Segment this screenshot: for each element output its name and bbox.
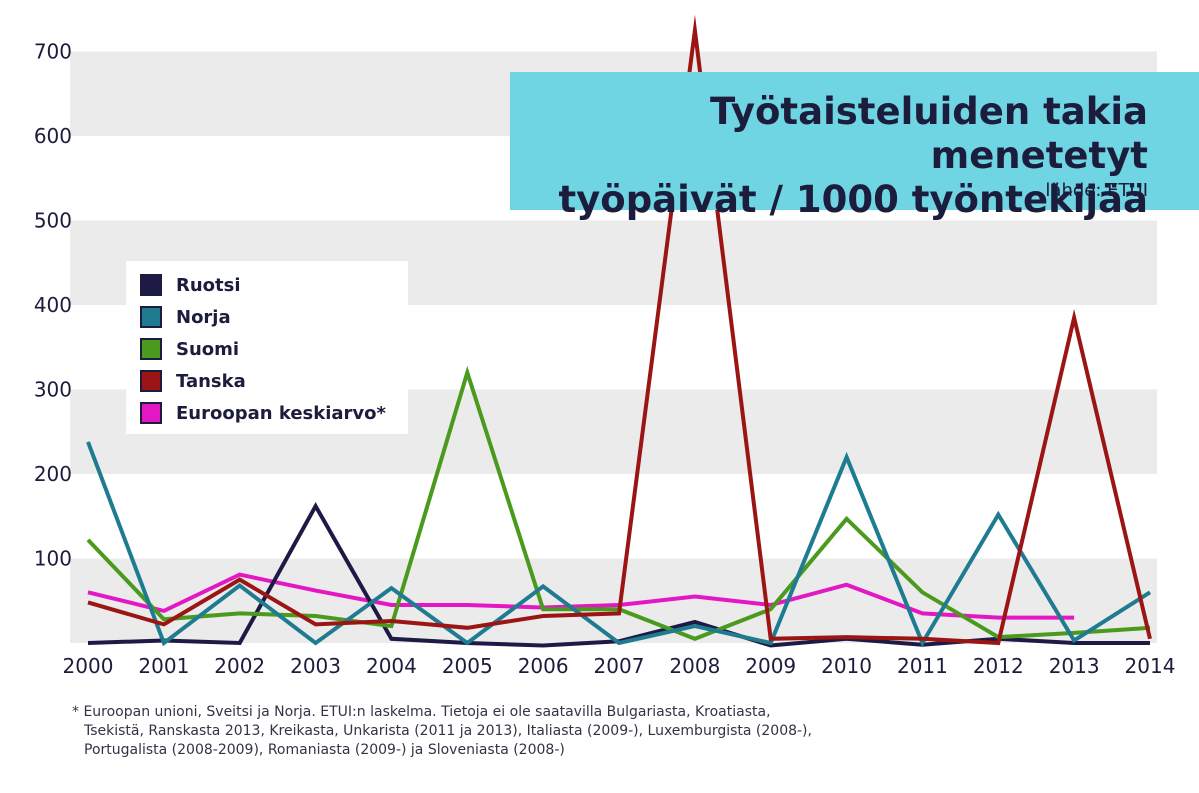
series-lines <box>86 14 1152 648</box>
footnote-line-2: Tsekistä, Ranskasta 2013, Kreikasta, Unk… <box>84 723 812 739</box>
grid-band <box>70 558 1157 643</box>
y-tick-label: 100 <box>34 547 72 571</box>
x-tick-label: 2005 <box>442 654 493 678</box>
y-tick-label: 700 <box>34 40 72 64</box>
x-tick-label: 2009 <box>745 654 796 678</box>
x-tick-label: 2013 <box>1049 654 1100 678</box>
legend-label-suomi: Suomi <box>176 338 240 360</box>
legend-swatch-ruotsi <box>140 274 162 296</box>
chart-title-line-2: työpäivät / 1000 työntekijää <box>558 178 1148 221</box>
x-tick-label: 2000 <box>63 654 114 678</box>
legend-swatch-tanska <box>140 370 162 392</box>
series-line-norja <box>86 441 1152 648</box>
x-tick-label: 2003 <box>290 654 341 678</box>
footnote: * Euroopan unioni, Sveitsi ja Norja. ETU… <box>72 703 972 760</box>
y-axis-ticks: 100 200 300 400 500 600 700 <box>34 40 72 571</box>
y-tick-label: 500 <box>34 209 72 233</box>
x-tick-label: 2011 <box>897 654 948 678</box>
x-axis-ticks: 2000 2001 2002 2003 2004 2005 2006 2007 2008 2009… <box>63 654 1176 678</box>
y-tick-label: 400 <box>34 293 72 317</box>
legend-swatch-euroopan-keskiarvo <box>140 402 162 424</box>
x-tick-label: 2012 <box>973 654 1024 678</box>
x-tick-label: 2006 <box>518 654 569 678</box>
legend-item-ruotsi: Ruotsi <box>140 271 241 299</box>
legend-label-tanska: Tanska <box>176 370 246 392</box>
legend-item-suomi: Suomi <box>140 335 239 363</box>
legend-swatch-suomi <box>140 338 162 360</box>
chart-title-line-1: Työtaisteluiden takia menetetyt <box>710 90 1148 177</box>
footnote-line-1: * Euroopan unioni, Sveitsi ja Norja. ETU… <box>72 704 771 720</box>
grid-bands <box>70 51 1157 643</box>
chart-title: Työtaisteluiden takia menetetyt työpäivä… <box>510 90 1148 222</box>
legend: Ruotsi Norja Suomi Tanska Euroopan keski… <box>126 261 408 434</box>
legend-item-norja: Norja <box>140 303 231 331</box>
x-tick-label: 2008 <box>669 654 720 678</box>
legend-swatch-norja <box>140 306 162 328</box>
y-tick-label: 300 <box>34 378 72 402</box>
y-tick-label: 600 <box>34 124 72 148</box>
legend-label-norja: Norja <box>176 306 231 328</box>
legend-item-euroopan-keskiarvo: Euroopan keskiarvo* <box>140 399 386 427</box>
series-line-tanska <box>87 14 1152 646</box>
legend-item-tanska: Tanska <box>140 367 246 395</box>
y-tick-label: 200 <box>34 462 72 486</box>
legend-label-euroopan-keskiarvo: Euroopan keskiarvo* <box>176 402 386 424</box>
x-tick-label: 2004 <box>366 654 417 678</box>
chart-source: lähde: ETUI <box>1045 180 1148 201</box>
x-tick-label: 2010 <box>821 654 872 678</box>
chart-title-box: Työtaisteluiden takia menetetyt työpäivä… <box>510 72 1199 221</box>
x-tick-label: 2001 <box>138 654 189 678</box>
footnote-line-3: Portugalista (2008-2009), Romaniasta (20… <box>84 742 565 758</box>
legend-label-ruotsi: Ruotsi <box>176 274 241 296</box>
x-tick-label: 2014 <box>1125 654 1176 678</box>
x-tick-label: 2007 <box>594 654 645 678</box>
x-tick-label: 2002 <box>214 654 265 678</box>
